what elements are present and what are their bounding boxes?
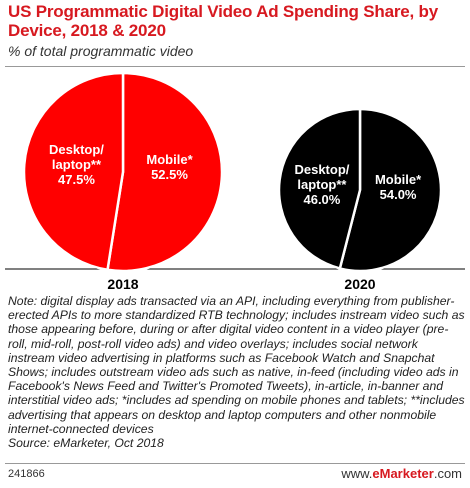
- chart-note: Note: digital display ads transacted via…: [8, 294, 466, 450]
- footer-divider: [5, 463, 465, 464]
- chart-id: 241866: [8, 468, 45, 480]
- pie-2018: Desktop/laptop** 47.5% Mobile* 52.5% 2018: [22, 71, 224, 292]
- note-text: Note: digital display ads transacted via…: [8, 294, 465, 436]
- label-desktop-2020: Desktop/laptop** 46.0%: [294, 162, 349, 207]
- slice-desktop-laptop-2020: [277, 107, 362, 270]
- brand-prefix: www.: [341, 466, 373, 481]
- chart-title: US Programmatic Digital Video Ad Spendin…: [8, 2, 438, 40]
- slice-mobile-2018: [106, 71, 224, 273]
- brand-name: eMarketer: [372, 466, 434, 481]
- slice-desktop-laptop-2018: [22, 71, 125, 272]
- slice-mobile-2020: [338, 107, 443, 273]
- label-mobile-2018: Mobile* 52.5%: [146, 152, 193, 182]
- label-desktop-2018: Desktop/laptop** 47.5%: [49, 142, 104, 187]
- chart-subtitle: % of total programmatic video: [8, 43, 194, 59]
- pie-charts: Desktop/laptop** 47.5%Mobile* 52.5%2018Des…: [5, 71, 465, 292]
- brand-suffix: .com: [433, 466, 462, 481]
- brand-logo[interactable]: www.eMarketer.com: [341, 466, 462, 481]
- label-mobile-2020: Mobile* 54.0%: [375, 172, 422, 202]
- source-text: Source: eMarketer, Oct 2018: [8, 436, 164, 451]
- year-label-2020: 2020: [344, 276, 375, 292]
- title-divider: [5, 66, 465, 67]
- pie-2020: Desktop/laptop** 46.0% Mobile* 54.0% 2020: [277, 107, 443, 292]
- year-label-2018: 2018: [107, 276, 138, 292]
